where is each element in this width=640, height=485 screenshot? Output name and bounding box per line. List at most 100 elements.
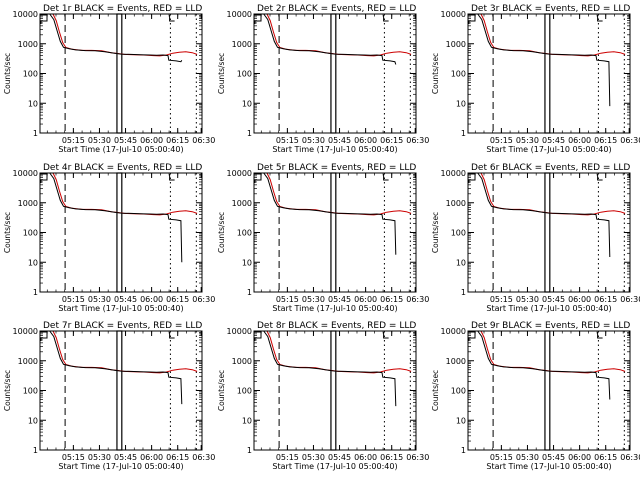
events-series-line: [263, 13, 397, 65]
x-tick-label: 05:15: [62, 136, 85, 145]
events-series-line: [49, 13, 183, 63]
gap-marker: [544, 13, 551, 134]
x-axis-label: Start Time (17-Jul-10 05:00:40): [272, 304, 397, 313]
x-tick-label: 06:15: [380, 295, 403, 304]
y-tick-label: 100: [23, 229, 38, 238]
events-series-line: [477, 330, 611, 400]
y-tick-label: 10: [28, 258, 38, 267]
x-tick-label: 05:30: [516, 453, 539, 462]
events-series-line: [263, 172, 397, 255]
x-tick-label: 06:30: [192, 136, 215, 145]
y-tick-label: 1: [461, 446, 466, 455]
saa-marker: [467, 331, 476, 341]
x-tick-label: 06:15: [594, 136, 617, 145]
y-tick-label: 10: [456, 416, 466, 425]
plot-frame: [39, 13, 203, 134]
x-tick-label: 05:30: [302, 136, 325, 145]
y-tick-label: 10000: [441, 327, 466, 336]
x-tick-label: 05:15: [276, 136, 299, 145]
gap-marker: [330, 330, 337, 451]
x-tick-label: 05:45: [328, 136, 351, 145]
y-axis-label: Counts/sec: [431, 370, 440, 411]
x-axis-label: Start Time (17-Jul-10 05:00:40): [486, 145, 611, 154]
plot-frame: [253, 13, 417, 134]
y-axis-label: Counts/sec: [217, 370, 226, 411]
x-axis-label: Start Time (17-Jul-10 05:00:40): [272, 462, 397, 471]
plot-frame: [467, 172, 631, 293]
chart-title: Det 8r BLACK = Events, RED = LLD: [257, 321, 416, 331]
plot-frame: [39, 172, 203, 293]
x-axis-label: Start Time (17-Jul-10 05:00:40): [486, 304, 611, 313]
events-series-line: [49, 172, 183, 263]
y-axis-label: Counts/sec: [217, 53, 226, 94]
y-tick-label: 100: [237, 387, 252, 396]
y-tick-label: 100: [451, 387, 466, 396]
flag-marker: [169, 332, 175, 339]
x-tick-label: 05:45: [542, 295, 565, 304]
chart-title: Det 6r BLACK = Events, RED = LLD: [471, 163, 630, 173]
plot-frame: [467, 330, 631, 451]
y-axis-label: Counts/sec: [3, 212, 12, 253]
saa-marker: [39, 14, 48, 24]
gap-marker: [544, 172, 551, 293]
x-tick-label: 05:45: [114, 453, 137, 462]
y-tick-label: 1: [247, 288, 252, 297]
chart-title: Det 9r BLACK = Events, RED = LLD: [471, 321, 630, 331]
gap-marker: [544, 330, 551, 451]
x-tick-label: 05:30: [302, 295, 325, 304]
y-tick-label: 10000: [227, 169, 252, 178]
x-tick-label: 05:45: [114, 295, 137, 304]
saa-marker: [253, 14, 262, 24]
x-axis-label: Start Time (17-Jul-10 05:00:40): [58, 304, 183, 313]
x-tick-label: 05:45: [328, 295, 351, 304]
x-tick-label: 06:30: [620, 136, 640, 145]
saa-marker: [39, 331, 48, 341]
y-tick-label: 1000: [232, 199, 252, 208]
y-tick-label: 10: [28, 99, 38, 108]
chart-panel-9: Det 9r BLACK = Events, RED = LLD Counts/s…: [431, 321, 640, 471]
x-tick-label: 05:15: [62, 295, 85, 304]
plot-frame: [467, 13, 631, 134]
y-tick-label: 10000: [13, 10, 38, 19]
x-tick-label: 06:30: [192, 453, 215, 462]
chart-title: Det 3r BLACK = Events, RED = LLD: [471, 4, 630, 14]
x-tick-label: 05:45: [328, 453, 351, 462]
y-tick-label: 1000: [232, 40, 252, 49]
x-tick-label: 05:15: [276, 453, 299, 462]
x-tick-label: 05:45: [542, 453, 565, 462]
flag-marker: [169, 174, 175, 181]
x-tick-label: 06:00: [140, 136, 163, 145]
y-axis-label: Counts/sec: [3, 370, 12, 411]
x-tick-label: 06:30: [406, 295, 429, 304]
events-series-line: [49, 330, 183, 405]
y-tick-label: 10: [456, 99, 466, 108]
y-tick-label: 10: [242, 258, 252, 267]
y-tick-label: 1000: [18, 40, 38, 49]
x-tick-label: 05:15: [490, 295, 513, 304]
x-tick-label: 05:15: [62, 453, 85, 462]
chart-panel-7: Det 7r BLACK = Events, RED = LLD Counts/s…: [3, 321, 215, 471]
x-tick-label: 06:15: [166, 136, 189, 145]
x-tick-label: 06:00: [568, 136, 591, 145]
y-tick-label: 10000: [227, 327, 252, 336]
y-tick-label: 10: [242, 99, 252, 108]
x-tick-label: 06:15: [166, 295, 189, 304]
y-tick-label: 1: [33, 129, 38, 138]
chart-panel-4: Det 4r BLACK = Events, RED = LLD Counts/s…: [3, 163, 215, 313]
chart-panel-6: Det 6r BLACK = Events, RED = LLD Counts/s…: [431, 163, 640, 313]
chart-title: Det 2r BLACK = Events, RED = LLD: [257, 4, 416, 14]
x-tick-label: 05:30: [88, 453, 111, 462]
x-tick-label: 06:15: [380, 453, 403, 462]
x-tick-label: 05:30: [516, 295, 539, 304]
chart-panel-3: Det 3r BLACK = Events, RED = LLD Counts/s…: [431, 4, 640, 154]
x-tick-label: 06:00: [140, 295, 163, 304]
saa-marker: [39, 173, 48, 183]
y-tick-label: 10: [28, 416, 38, 425]
saa-marker: [467, 14, 476, 24]
x-tick-label: 06:00: [354, 295, 377, 304]
y-tick-label: 1000: [446, 357, 466, 366]
x-tick-label: 06:15: [166, 453, 189, 462]
y-tick-label: 10: [242, 416, 252, 425]
x-tick-label: 06:30: [620, 295, 640, 304]
